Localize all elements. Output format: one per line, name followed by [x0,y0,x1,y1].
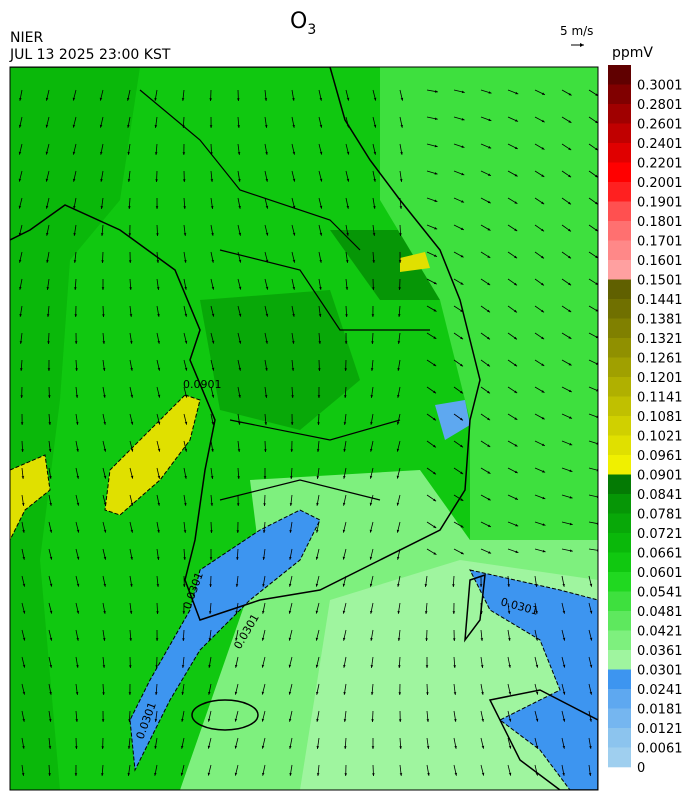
colorbar-label: 0.1201 [637,371,683,386]
colorbar-segment [608,124,631,144]
colorbar-segment [608,299,631,319]
colorbar-label: 0.3001 [637,79,683,94]
colorbar-segment [608,163,631,183]
colorbar-label: 0.1381 [637,313,683,328]
colorbar-label: 0.1601 [637,254,683,269]
colorbar-label: 0.0601 [637,566,683,581]
colorbar-segment [608,436,631,456]
colorbar-label: 0.1901 [637,196,683,211]
colorbar-segment [608,592,631,612]
colorbar-segment [608,143,631,163]
colorbar-label: 0.2601 [637,118,683,133]
datetime: JUL 13 2025 23:00 KST [9,47,171,63]
colorbar-segment [608,689,631,709]
colorbar-unit: ppmV [612,45,653,61]
agency: NIER [10,30,43,46]
colorbar-label: 0.0661 [637,547,683,562]
colorbar-label: 0.0721 [637,527,683,542]
colorbar-segment [608,319,631,339]
colorbar-segment [608,377,631,397]
colorbar-segment [608,260,631,280]
colorbar-segment [608,65,631,85]
colorbar-label: 0.0181 [637,703,683,718]
colorbar-label: 0.2001 [637,176,683,191]
colorbar-label: 0.0781 [637,508,683,523]
title: O3 [290,9,316,38]
colorbar-label: 0.1501 [637,274,683,289]
colorbar-segment [608,221,631,241]
colorbar-segment [608,202,631,222]
wind-scale-head [580,43,584,47]
colorbar-segment [608,475,631,495]
colorbar-segment [608,533,631,553]
colorbar-segment [608,514,631,534]
colorbar-segment [608,553,631,573]
colorbar-segment [608,631,631,651]
colorbar-label: 0.1141 [637,391,683,406]
colorbar-segment [608,572,631,592]
colorbar-label: 0.0421 [637,625,683,640]
colorbar-segment [608,416,631,436]
colorbar-segment [608,104,631,124]
colorbar-label: 0.0361 [637,644,683,659]
title-subscript: 3 [307,22,316,38]
colorbar-label: 0.0901 [637,469,683,484]
colorbar-label: 0.1701 [637,235,683,250]
map: 0.0901 0.0301 0.0301 0.0301 0.0301 [10,67,600,790]
colorbar-segment [608,397,631,417]
contour-label: 0.0901 [183,378,222,391]
colorbar-label: 0.1081 [637,410,683,425]
colorbar-label: 0.0301 [637,664,683,679]
colorbar-label: 0.0481 [637,605,683,620]
colorbar-label: 0.2401 [637,137,683,152]
colorbar-segment [608,338,631,358]
colorbar-segment [608,182,631,202]
colorbar-segment [608,494,631,514]
colorbar: 0.3001 0.2801 0.2601 0.2401 0.2201 0.2001 0.19… [608,65,683,776]
colorbar-label: 0.0121 [637,722,683,737]
colorbar-label: 0.0961 [637,449,683,464]
title-base: O [290,9,307,34]
colorbar-label: 0.0061 [637,742,683,757]
colorbar-label: 0.1321 [637,332,683,347]
colorbar-label: 0.0841 [637,488,683,503]
wind-scale-label: 5 m/s [560,24,593,38]
colorbar-segment [608,611,631,631]
colorbar-label: 0 [637,761,645,776]
colorbar-segment [608,455,631,475]
colorbar-label: 0.0541 [637,586,683,601]
colorbar-label: 0.1021 [637,430,683,445]
colorbar-segment [608,280,631,300]
colorbar-segment [608,358,631,378]
colorbar-segment [608,241,631,261]
colorbar-segment [608,748,631,768]
colorbar-segment [608,650,631,670]
colorbar-label: 0.2201 [637,157,683,172]
colorbar-label: 0.1801 [637,215,683,230]
colorbar-label: 0.1261 [637,352,683,367]
colorbar-label: 0.0241 [637,683,683,698]
colorbar-segment [608,709,631,729]
colorbar-label: 0.1441 [637,293,683,308]
colorbar-label: 0.2801 [637,98,683,113]
colorbar-segment [608,670,631,690]
colorbar-segment [608,728,631,748]
colorbar-segment [608,85,631,105]
